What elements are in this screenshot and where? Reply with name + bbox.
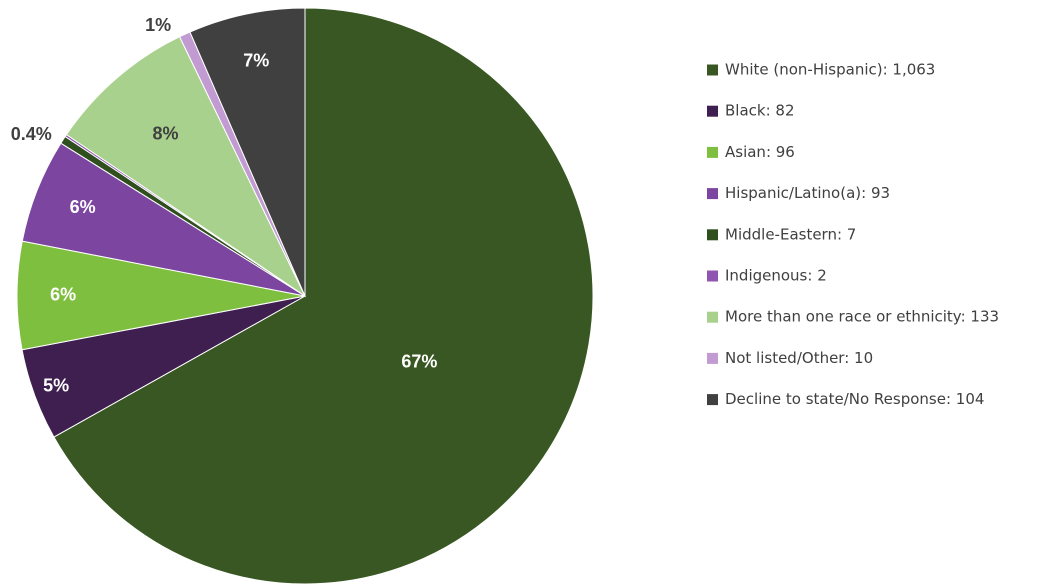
data-label-hispanic-latino-a: 6% [70,197,96,217]
legend-item-more-than-one-race-or-ethnicity: More than one race or ethnicity: 133 [707,308,999,326]
legend-item-asian: Asian: 96 [707,143,795,161]
legend-label: Indigenous: 2 [725,267,827,285]
legend-label: Not listed/Other: 10 [725,349,873,367]
data-label-not-listed-other: 1% [145,15,171,35]
legend-label: Asian: 96 [725,143,795,161]
legend-swatch [707,146,718,158]
legend-label: Decline to state/No Response: 104 [725,390,984,408]
legend-item-white-non-hispanic: White (non-Hispanic): 1,063 [707,61,935,79]
legend: White (non-Hispanic): 1,063 Black: 82 Asia… [707,61,999,408]
legend-item-not-listed-other: Not listed/Other: 10 [707,349,873,367]
data-label-white-non-hispanic: 67% [401,352,437,372]
legend-swatch [707,105,718,117]
data-label-middle-eastern: 0.4% [11,124,52,144]
data-label-asian: 6% [50,284,76,304]
legend-label: White (non-Hispanic): 1,063 [725,61,935,79]
legend-item-decline-to-state-no-response: Decline to state/No Response: 104 [707,390,984,408]
data-label-decline-to-state-no-response: 7% [243,51,269,71]
legend-swatch [707,229,718,241]
legend-item-middle-eastern: Middle-Eastern: 7 [707,225,856,243]
data-label-more-than-one-race-or-ethnicity: 8% [153,124,179,144]
pie-labels: 67% 5% 6% 6% 0.4% 8% 1% 7% [11,15,438,395]
legend-item-hispanic-latino-a: Hispanic/Latino(a): 93 [707,184,890,202]
legend-swatch [707,64,718,76]
legend-item-indigenous: Indigenous: 2 [707,267,827,285]
legend-item-black: Black: 82 [707,102,795,120]
legend-swatch [707,311,718,323]
pie-slice-more-than-one-race-or-ethnicity [65,36,307,298]
pie-slice-white-non-hispanic [53,7,594,584]
legend-swatch [707,394,718,406]
legend-label: Hispanic/Latino(a): 93 [725,184,890,202]
legend-label: Middle-Eastern: 7 [725,225,856,243]
legend-swatch [707,352,718,364]
legend-label: More than one race or ethnicity: 133 [725,308,999,326]
pie-slices [16,7,594,584]
legend-swatch [707,270,718,282]
pie-slice-decline-to-state-no-response [189,7,306,297]
legend-swatch [707,188,718,200]
data-label-black: 5% [43,376,69,396]
legend-label: Black: 82 [725,102,795,120]
